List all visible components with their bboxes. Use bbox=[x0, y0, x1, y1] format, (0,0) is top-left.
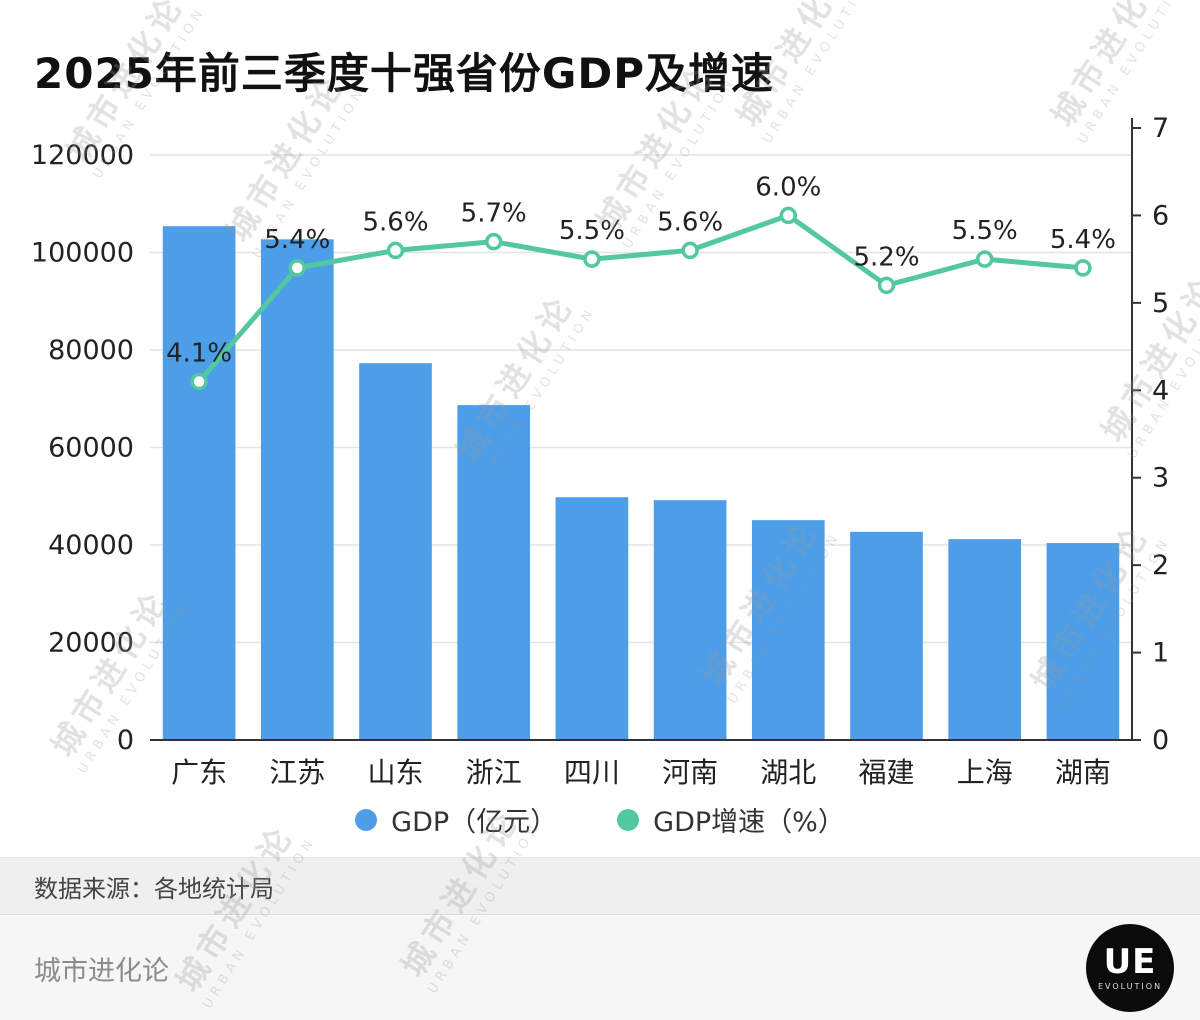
left-axis-tick-label: 100000 bbox=[31, 238, 134, 269]
growth-point-湖南 bbox=[1074, 259, 1092, 277]
legend-item-growth: GDP增速（%） bbox=[617, 800, 845, 839]
gdp-legend-dot-icon bbox=[355, 808, 378, 831]
left-axis-tick-label: 0 bbox=[117, 725, 134, 756]
gdp-bar-四川 bbox=[555, 497, 629, 740]
growth-label-山东: 5.6% bbox=[362, 207, 428, 237]
growth-label-广东: 4.1% bbox=[166, 339, 232, 369]
growth-label-上海: 5.5% bbox=[952, 216, 1018, 246]
growth-label-江苏: 5.4% bbox=[264, 225, 330, 255]
data-source-band: 数据来源：各地统计局 bbox=[0, 857, 1200, 915]
right-axis-tick-label: 1 bbox=[1152, 638, 1169, 669]
right-axis-tick-label: 3 bbox=[1152, 463, 1169, 494]
gdp-bar-河南 bbox=[653, 500, 727, 740]
brand-logo-text: UE bbox=[1103, 942, 1157, 982]
brand-logo: UE EVOLUTION bbox=[1086, 924, 1174, 1012]
chart-legend: GDP（亿元） GDP增速（%） bbox=[0, 800, 1200, 839]
growth-point-福建 bbox=[877, 276, 896, 295]
growth-point-河南 bbox=[681, 241, 699, 260]
gdp-bar-山东 bbox=[359, 363, 432, 740]
x-axis-label-上海: 上海 bbox=[957, 756, 1013, 789]
chart-title: 2025年前三季度十强省份GDP及增速 bbox=[34, 49, 775, 98]
x-axis-label-浙江: 浙江 bbox=[466, 756, 522, 789]
left-axis-tick-label: 80000 bbox=[48, 335, 134, 366]
growth-label-四川: 5.5% bbox=[559, 216, 625, 246]
right-axis-tick-label: 4 bbox=[1152, 375, 1169, 406]
growth-label-河南: 5.6% bbox=[657, 207, 723, 237]
growth-point-四川 bbox=[583, 250, 601, 268]
growth-label-湖南: 5.4% bbox=[1050, 225, 1116, 255]
right-axis-tick-label: 7 bbox=[1152, 113, 1169, 144]
x-axis-label-湖北: 湖北 bbox=[760, 756, 816, 789]
x-axis-label-河南: 河南 bbox=[662, 756, 718, 789]
brand-name: 城市进化论 bbox=[34, 956, 169, 987]
growth-point-江苏 bbox=[288, 259, 307, 277]
growth-point-山东 bbox=[386, 241, 405, 260]
right-axis-tick-label: 6 bbox=[1152, 200, 1169, 231]
legend-item-gdp: GDP（亿元） bbox=[355, 800, 557, 839]
growth-point-湖北 bbox=[779, 206, 798, 225]
growth-label-湖北: 6.0% bbox=[755, 172, 821, 202]
right-axis-tick-label: 0 bbox=[1152, 725, 1169, 756]
gdp-bar-江苏 bbox=[260, 239, 334, 740]
data-source-text: 数据来源：各地统计局 bbox=[34, 874, 274, 903]
growth-label-浙江: 5.7% bbox=[461, 199, 527, 229]
legend-label-growth: GDP增速（%） bbox=[653, 807, 845, 838]
growth-point-广东 bbox=[190, 372, 208, 391]
footer: 城市进化论 UE EVOLUTION bbox=[0, 916, 1200, 1020]
left-axis-tick-label: 40000 bbox=[48, 530, 134, 561]
left-axis-tick-label: 20000 bbox=[48, 628, 134, 659]
gdp-bar-湖南 bbox=[1046, 543, 1120, 740]
gdp-bar-广东 bbox=[162, 226, 236, 741]
growth-line bbox=[196, 212, 1086, 385]
brand-logo-subtext: EVOLUTION bbox=[1097, 982, 1163, 991]
legend-label-gdp: GDP（亿元） bbox=[391, 807, 558, 838]
gdp-bar-line-chart: 0 20000 40000 60000 80000 100000 120000 0 1 2 3 4 5 6… bbox=[31, 113, 1169, 789]
growth-point-上海 bbox=[975, 250, 994, 268]
axes: 0 20000 40000 60000 80000 100000 120000 0 1 2 3 4 5 6… bbox=[31, 113, 1169, 789]
growth-point-浙江 bbox=[484, 232, 503, 251]
gdp-bar-浙江 bbox=[457, 405, 531, 740]
right-axis-tick-label: 2 bbox=[1152, 550, 1169, 581]
growth-legend-dot-icon bbox=[617, 808, 640, 831]
x-axis-label-山东: 山东 bbox=[367, 756, 423, 789]
x-axis-label-江苏: 江苏 bbox=[269, 756, 325, 789]
x-axis-label-广东: 广东 bbox=[171, 756, 227, 789]
right-axis-tick-label: 5 bbox=[1152, 288, 1169, 319]
x-axis-label-四川: 四川 bbox=[564, 756, 620, 789]
growth-label-福建: 5.2% bbox=[853, 242, 919, 272]
gdp-bar-上海 bbox=[948, 539, 1022, 740]
x-axis-label-福建: 福建 bbox=[858, 756, 914, 789]
x-axis-label-湖南: 湖南 bbox=[1055, 756, 1111, 789]
left-axis-tick-label: 120000 bbox=[31, 140, 134, 171]
left-axis-tick-label: 60000 bbox=[48, 433, 134, 464]
gdp-bar-湖北 bbox=[751, 520, 825, 740]
gdp-bars bbox=[162, 226, 1120, 741]
gdp-bar-福建 bbox=[850, 531, 923, 740]
